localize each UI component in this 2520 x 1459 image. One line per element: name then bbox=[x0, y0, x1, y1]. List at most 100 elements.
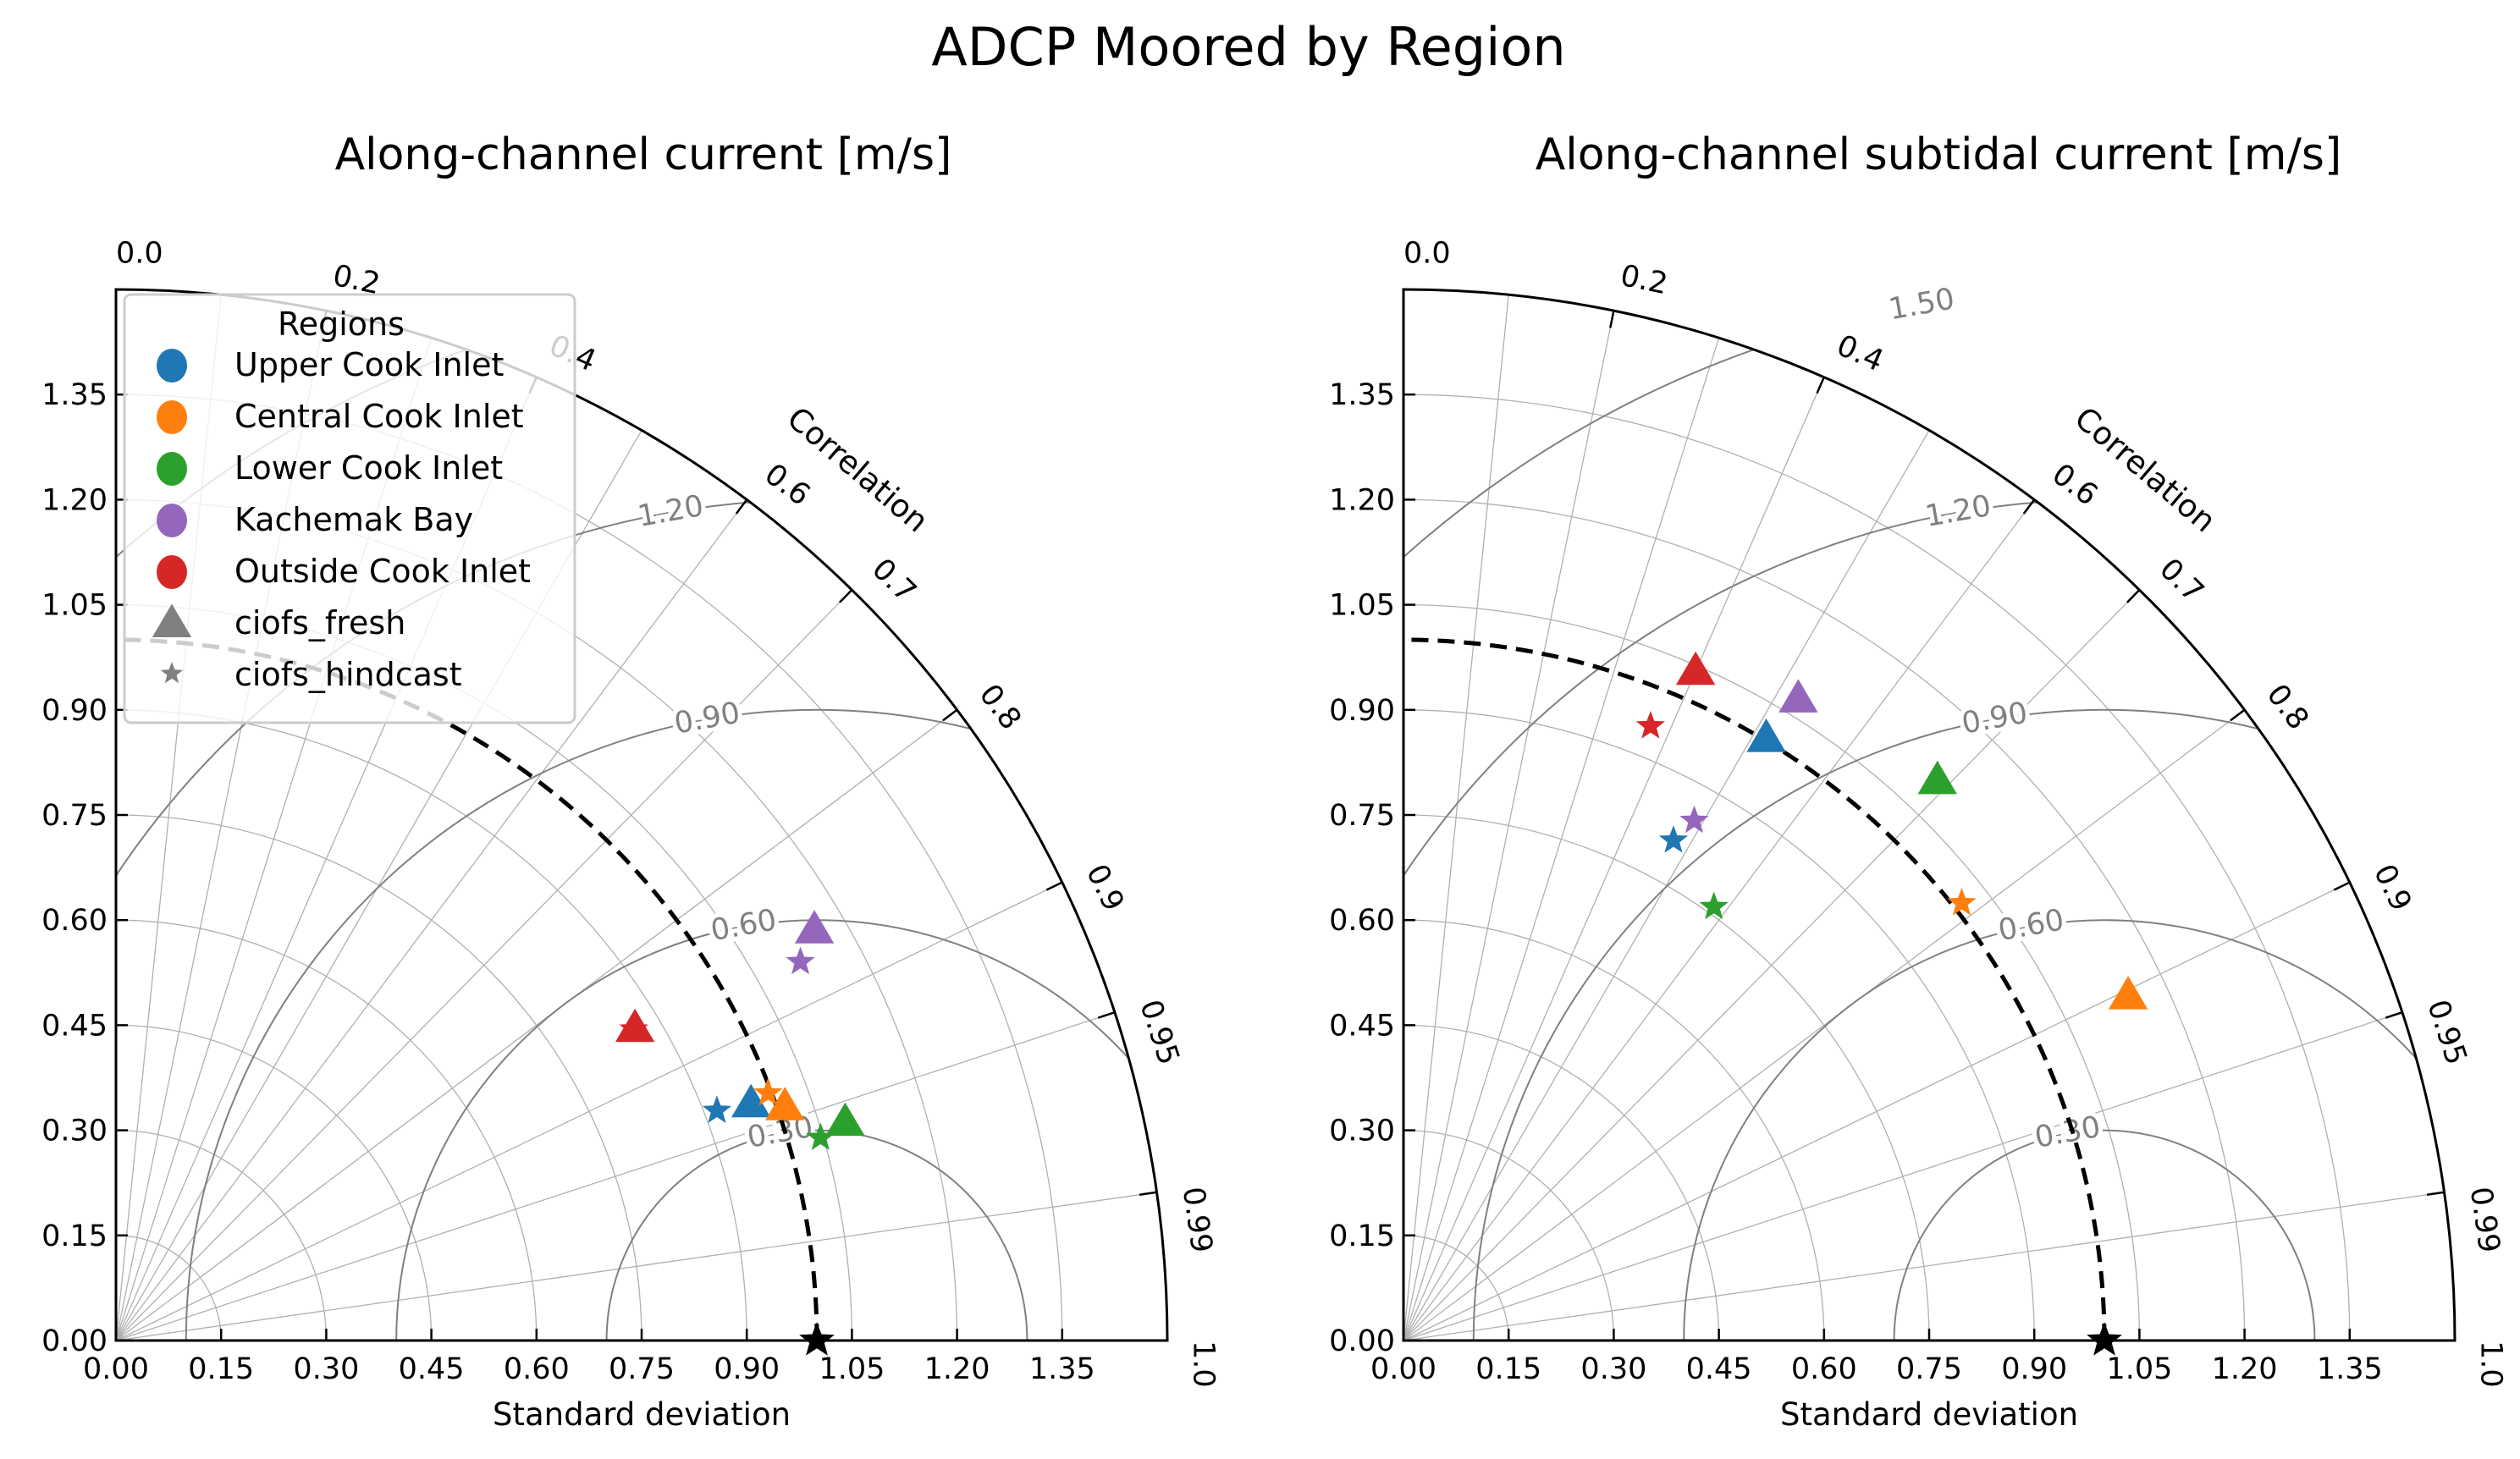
corr-tick bbox=[2426, 1191, 2445, 1196]
legend-box bbox=[123, 293, 576, 724]
rms-contour-label: 0.60 bbox=[1996, 903, 2067, 948]
corr-tick bbox=[2333, 881, 2351, 891]
y-tick-label: 0.75 bbox=[1329, 799, 1395, 833]
std-grid-arc bbox=[1403, 603, 2141, 1341]
y-tick-label: 0.30 bbox=[41, 1115, 108, 1148]
x-tick-label: 0.00 bbox=[83, 1352, 149, 1386]
corr-tick-label: 0.7 bbox=[2153, 552, 2210, 609]
std-grid-arc bbox=[1403, 498, 2246, 1341]
rms-contour-label: 1.20 bbox=[1922, 489, 1993, 534]
reference-std-arc bbox=[115, 637, 819, 1341]
y-tick-label: 0.60 bbox=[41, 904, 108, 938]
x-tick-label: 1.20 bbox=[2212, 1352, 2278, 1386]
x-tick-label: 0.75 bbox=[609, 1352, 675, 1386]
legend-triangle-icon bbox=[152, 603, 192, 637]
legend-item-ciofs-fresh: ciofs_fresh bbox=[152, 603, 405, 641]
corr-tick bbox=[2126, 589, 2141, 603]
corr-grid-ray bbox=[115, 1192, 1157, 1341]
rms-contour bbox=[1472, 708, 2455, 1341]
y-tick-label: 0.45 bbox=[41, 1009, 108, 1043]
point-upper-cook-inlet-ciofs-hindcast bbox=[702, 1095, 732, 1123]
rms-contour-label: 0.90 bbox=[1960, 696, 2031, 741]
corr-tick-label: 0.95 bbox=[1133, 996, 1185, 1070]
y-tick-label: 0.60 bbox=[1329, 904, 1395, 938]
legend-label: Outside Cook Inlet bbox=[234, 553, 531, 590]
std-grid-arc bbox=[1403, 919, 1825, 1341]
x-tick-label: 0.30 bbox=[293, 1352, 359, 1386]
legend-item-kachemak-bay: Kachemak Bay bbox=[157, 501, 473, 538]
x-tick-label: 0.90 bbox=[2001, 1352, 2067, 1386]
point-lower-cook-inlet-ciofs-hindcast bbox=[1699, 891, 1729, 920]
x-tick-label: 1.20 bbox=[924, 1352, 990, 1386]
corr-grid-ray bbox=[1403, 1192, 2445, 1341]
point-central-cook-inlet-ciofs-fresh bbox=[2108, 976, 2148, 1010]
y-tick-label: 0.45 bbox=[1329, 1009, 1395, 1043]
corr-tick-label: 0.7 bbox=[865, 552, 923, 609]
corr-tick-label: 0.9 bbox=[2367, 859, 2418, 917]
rms-contour-label: 0.60 bbox=[709, 903, 780, 948]
legend-circle-icon bbox=[157, 452, 187, 486]
x-tick-label: 0.00 bbox=[1370, 1352, 1436, 1386]
y-tick-label: 1.20 bbox=[41, 483, 108, 517]
point-upper-cook-inlet-ciofs-fresh bbox=[1746, 718, 1786, 752]
point-kachemak-bay-ciofs-hindcast bbox=[1679, 805, 1709, 834]
corr-tick-label: 0.0 bbox=[116, 237, 163, 271]
y-tick-label: 1.35 bbox=[1329, 378, 1395, 412]
corr-tick-label: 0.99 bbox=[1176, 1185, 1219, 1255]
rms-contour-label: 0.30 bbox=[2032, 1110, 2104, 1155]
correlation-axis-label: Correlation bbox=[780, 399, 935, 539]
y-tick-label: 0.30 bbox=[1329, 1115, 1395, 1148]
x-tick-label: 0.75 bbox=[1896, 1352, 1962, 1386]
reference-point bbox=[799, 1322, 835, 1356]
legend-circle-icon bbox=[157, 349, 187, 383]
correlation-axis-label: Correlation bbox=[2068, 399, 2223, 539]
y-tick-label: 0.00 bbox=[41, 1324, 108, 1358]
x-tick-label: 1.35 bbox=[2317, 1352, 2383, 1386]
std-grid-arc bbox=[1403, 1024, 1720, 1341]
corr-tick bbox=[735, 498, 748, 515]
corr-tick bbox=[2022, 498, 2036, 515]
point-kachemak-bay-ciofs-fresh bbox=[794, 910, 835, 944]
corr-grid-ray bbox=[1403, 338, 1720, 1341]
std-grid-arc bbox=[115, 919, 538, 1341]
x-tick-label: 0.45 bbox=[1686, 1352, 1752, 1386]
point-lower-cook-inlet-ciofs-fresh bbox=[1917, 760, 1957, 795]
corr-tick-label: 1.0 bbox=[1186, 1341, 1220, 1388]
corr-tick-label: 0.6 bbox=[758, 457, 817, 512]
x-tick-label: 0.15 bbox=[188, 1352, 254, 1386]
legend-item-lower-cook-inlet: Lower Cook Inlet bbox=[157, 449, 503, 487]
point-kachemak-bay-ciofs-hindcast bbox=[786, 946, 815, 975]
legend-item-upper-cook-inlet: Upper Cook Inlet bbox=[157, 346, 504, 383]
legend-label: ciofs_fresh bbox=[234, 604, 405, 641]
reference-std-arc bbox=[1403, 637, 2107, 1341]
corr-tick-label: 1.0 bbox=[2473, 1341, 2507, 1388]
std-grid-arc bbox=[115, 814, 642, 1341]
x-axis-label: Standard deviation bbox=[493, 1396, 791, 1433]
legend-label: Upper Cook Inlet bbox=[234, 346, 504, 383]
x-tick-label: 0.30 bbox=[1580, 1352, 1646, 1386]
corr-grid-ray bbox=[1403, 430, 1930, 1341]
corr-tick bbox=[839, 589, 853, 603]
rms-contour bbox=[1403, 289, 2455, 1341]
legend-title: Regions bbox=[278, 306, 405, 343]
y-tick-label: 1.20 bbox=[1329, 483, 1395, 517]
corr-tick-label: 0.9 bbox=[1079, 859, 1130, 917]
corr-tick bbox=[1816, 377, 1825, 394]
corr-tick-label: 0.8 bbox=[973, 678, 1028, 736]
corr-tick-label: 0.99 bbox=[2463, 1185, 2506, 1255]
corr-tick bbox=[942, 708, 958, 722]
corr-grid-ray bbox=[1403, 709, 2245, 1341]
corr-tick-label: 0.4 bbox=[1832, 328, 1889, 378]
corr-tick-label: 0.8 bbox=[2260, 678, 2315, 736]
y-tick-label: 0.15 bbox=[1329, 1220, 1395, 1253]
point-upper-cook-inlet-ciofs-fresh bbox=[731, 1083, 771, 1118]
rms-contour-label: 0.90 bbox=[672, 696, 743, 741]
corr-tick bbox=[1139, 1191, 1157, 1196]
rms-contours bbox=[1403, 289, 2455, 1341]
corr-grid-ray bbox=[1403, 882, 2351, 1341]
x-tick-label: 0.15 bbox=[1475, 1352, 1541, 1386]
corr-tick bbox=[2385, 1010, 2403, 1019]
y-tick-label: 0.15 bbox=[41, 1220, 108, 1253]
x-axis-label: Standard deviation bbox=[1780, 1396, 2078, 1433]
